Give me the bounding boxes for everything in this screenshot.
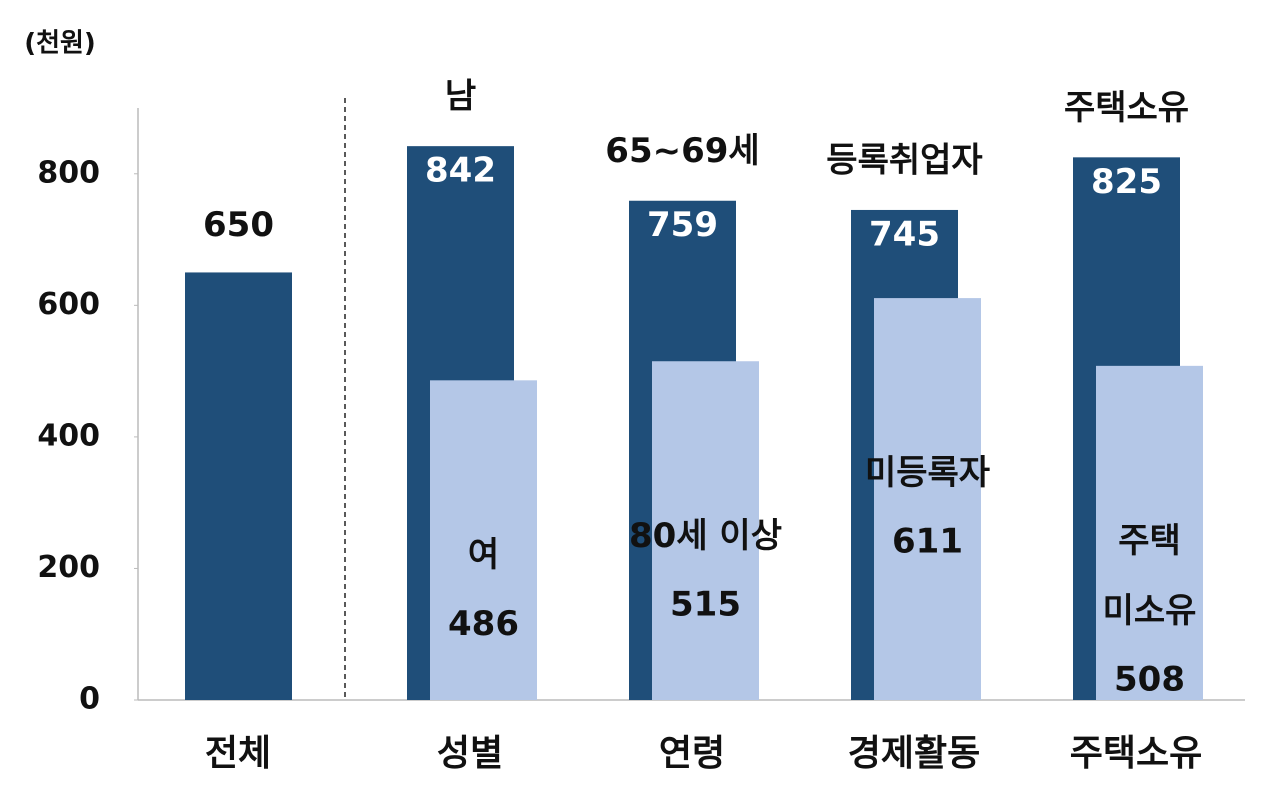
y-tick-label: 800 bbox=[37, 155, 100, 190]
y-tick-label: 600 bbox=[37, 287, 100, 322]
bar bbox=[874, 298, 981, 700]
x-tick-label: 주택소유 bbox=[1070, 733, 1202, 774]
x-tick-label: 연령 bbox=[659, 733, 725, 774]
value-label: 745 bbox=[869, 214, 940, 254]
x-tick-label: 경제활동 bbox=[848, 733, 980, 774]
bar-label: 미등록자 bbox=[864, 453, 991, 494]
value-label: 759 bbox=[647, 205, 718, 245]
bar bbox=[430, 380, 537, 700]
value-label: 842 bbox=[425, 151, 496, 191]
bar-label: 남 bbox=[445, 77, 476, 117]
value-label: 611 bbox=[892, 522, 963, 562]
value-label: 650 bbox=[203, 205, 274, 245]
bar-label: 주택 미소유 bbox=[1102, 520, 1197, 631]
y-tick-label: 0 bbox=[79, 682, 100, 717]
bar-label: 주택소유 bbox=[1064, 88, 1189, 128]
bar bbox=[652, 361, 759, 700]
value-label: 825 bbox=[1091, 162, 1162, 202]
value-label: 508 bbox=[1114, 659, 1185, 699]
y-tick-label: 400 bbox=[37, 418, 100, 453]
y-tick-label: 200 bbox=[37, 550, 100, 585]
x-tick-label: 전체 bbox=[205, 733, 271, 774]
bar-label: 80세 이상 bbox=[629, 516, 782, 557]
bar-label: 여 bbox=[467, 535, 500, 576]
bar-label: 65~69세 bbox=[605, 131, 759, 171]
bar-label: 등록취업자 bbox=[826, 140, 982, 180]
bar bbox=[185, 272, 292, 700]
y-axis-label: (천원) bbox=[24, 29, 96, 59]
value-label: 486 bbox=[448, 604, 519, 644]
bar bbox=[1096, 365, 1203, 700]
x-tick-label: 성별 bbox=[437, 733, 503, 774]
value-label: 515 bbox=[670, 585, 741, 625]
